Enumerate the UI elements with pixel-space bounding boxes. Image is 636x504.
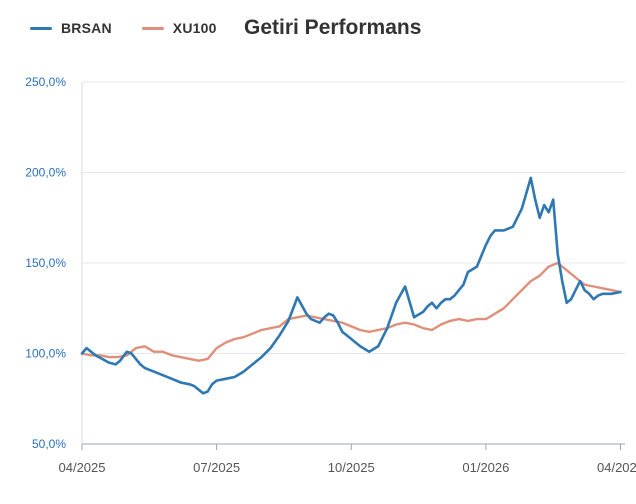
y-tick-label: 100,0% — [25, 347, 66, 361]
x-tick-label: 04/2025 — [59, 460, 106, 475]
series-line-brsan — [80, 176, 622, 395]
y-tick-label: 50,0% — [32, 437, 66, 451]
x-tick-label: 04/2026 — [597, 460, 636, 475]
legend-item-xu100[interactable]: XU100 — [141, 20, 217, 36]
legend-label-brsan: BRSAN — [61, 20, 112, 36]
y-tick-label: 250,0% — [25, 75, 66, 89]
y-tick-label: 200,0% — [25, 166, 66, 180]
y-tick-label: 150,0% — [25, 256, 66, 270]
chart-legend: BRSAN XU100 — [30, 14, 247, 42]
x-tick-label: 07/2025 — [193, 460, 240, 475]
x-tick-label: 10/2025 — [328, 460, 375, 475]
legend-swatch-brsan — [30, 26, 52, 30]
legend-swatch-xu100 — [141, 26, 164, 30]
chart-title: Getiri Performans — [244, 16, 422, 39]
legend-item-brsan[interactable]: BRSAN — [30, 20, 112, 36]
x-tick-label: 01/2026 — [462, 460, 509, 475]
legend-label-xu100: XU100 — [172, 20, 217, 36]
series-line-xu100 — [80, 261, 622, 362]
